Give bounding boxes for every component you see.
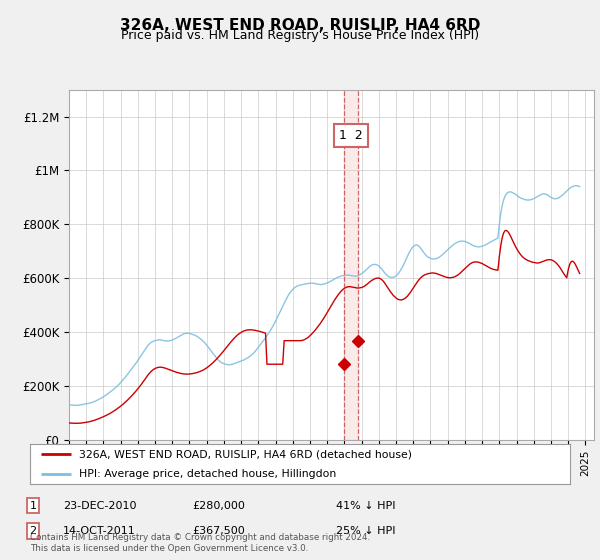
Text: £367,500: £367,500	[192, 526, 245, 536]
Text: 1  2: 1 2	[339, 129, 363, 142]
Text: Price paid vs. HM Land Registry's House Price Index (HPI): Price paid vs. HM Land Registry's House …	[121, 29, 479, 42]
Text: 2: 2	[29, 526, 37, 536]
Text: 25% ↓ HPI: 25% ↓ HPI	[336, 526, 395, 536]
Text: 326A, WEST END ROAD, RUISLIP, HA4 6RD: 326A, WEST END ROAD, RUISLIP, HA4 6RD	[120, 18, 480, 33]
Text: 14-OCT-2011: 14-OCT-2011	[63, 526, 136, 536]
Text: 326A, WEST END ROAD, RUISLIP, HA4 6RD (detached house): 326A, WEST END ROAD, RUISLIP, HA4 6RD (d…	[79, 449, 412, 459]
Text: £280,000: £280,000	[192, 501, 245, 511]
Text: 41% ↓ HPI: 41% ↓ HPI	[336, 501, 395, 511]
Text: 23-DEC-2010: 23-DEC-2010	[63, 501, 137, 511]
Bar	[344, 90, 358, 440]
Text: 1: 1	[29, 501, 37, 511]
Text: Contains HM Land Registry data © Crown copyright and database right 2024.
This d: Contains HM Land Registry data © Crown c…	[30, 533, 370, 553]
Text: HPI: Average price, detached house, Hillingdon: HPI: Average price, detached house, Hill…	[79, 469, 336, 479]
